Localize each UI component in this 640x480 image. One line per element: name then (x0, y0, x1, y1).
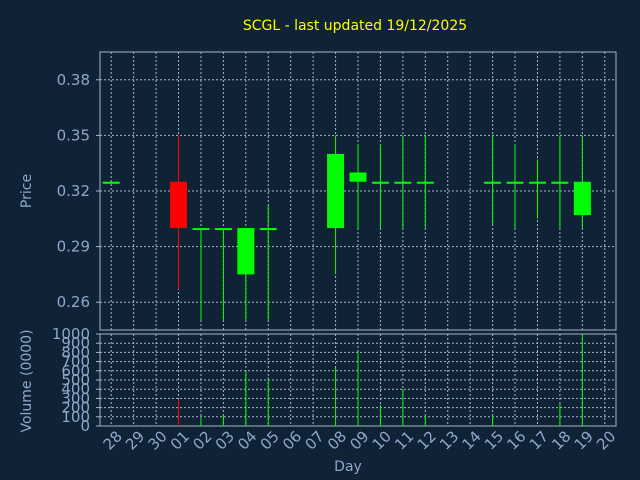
price-tick-label: 0.38 (57, 71, 90, 89)
price-axis-label: Price (19, 174, 35, 208)
candle-body (506, 181, 524, 184)
volume-tick-label: 900 (61, 334, 90, 352)
volume-bars (178, 334, 583, 426)
candle-body (349, 172, 367, 182)
volume-tick-label: 800 (61, 343, 90, 361)
price-tick-label: 0.35 (57, 126, 90, 144)
candle-body (192, 228, 210, 231)
volume-axis-label: Volume (0000) (19, 329, 35, 432)
candle-body (259, 228, 277, 231)
volume-tick-label: 300 (61, 389, 90, 407)
price-panel: 0.26 0.29 0.32 0.35 0.38 Price (19, 51, 617, 331)
price-axis-ticks: 0.26 0.29 0.32 0.35 0.38 (57, 71, 100, 311)
price-tick-label: 0.26 (57, 293, 90, 311)
volume-tick-label: 700 (61, 353, 90, 371)
volume-tick-label: 600 (61, 362, 90, 380)
chart-title: SCGL - last updated 19/12/2025 (243, 18, 467, 34)
candle-body (573, 181, 591, 216)
day-tick-label: 20 (593, 427, 619, 453)
volume-tick-label: 1000 (52, 325, 90, 343)
volume-tick-label: 200 (61, 399, 90, 417)
candle-body (371, 181, 389, 184)
day-axis-ticks: 2829300102030405060708091011121314151617… (100, 427, 620, 453)
candle-body (551, 181, 569, 184)
candle-body (416, 181, 434, 184)
price-tick-label: 0.32 (57, 182, 90, 200)
candle-body (102, 181, 120, 184)
candle-body (327, 153, 345, 229)
volume-tick-label: 400 (61, 380, 90, 398)
volume-tick-label: 0 (80, 417, 90, 435)
candle-body (394, 181, 412, 184)
candle-body (170, 181, 188, 229)
volume-tick-label: 100 (61, 408, 90, 426)
day-axis-label: Day (334, 459, 362, 475)
price-tick-label: 0.29 (57, 238, 90, 256)
volume-tick-label: 500 (61, 371, 90, 389)
candle-body (237, 228, 255, 275)
candlesticks (102, 135, 591, 321)
candle-body (484, 181, 502, 184)
candle-body (528, 181, 546, 184)
candle-body (214, 228, 232, 231)
